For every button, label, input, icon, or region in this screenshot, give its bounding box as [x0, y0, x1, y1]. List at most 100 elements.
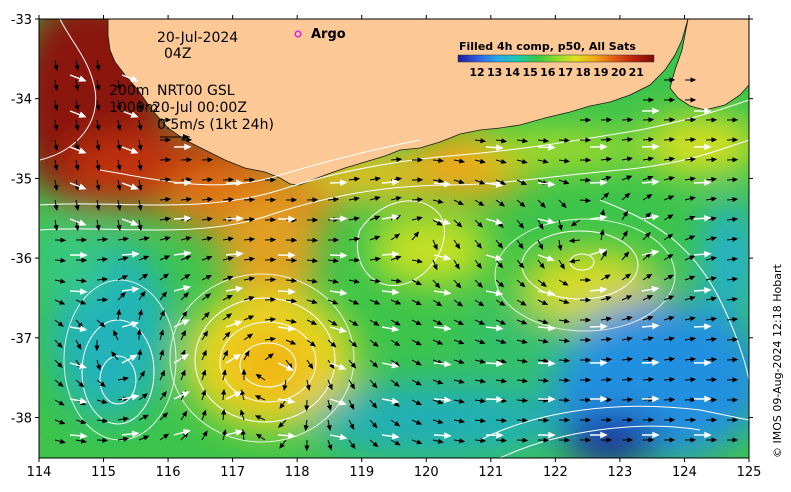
current-arrowhead	[478, 319, 486, 325]
current-arrowhead	[542, 319, 549, 325]
current-arrowhead	[270, 177, 277, 183]
current-arrowhead	[732, 157, 739, 163]
current-arrowhead	[457, 200, 464, 206]
current-arrowhead	[95, 164, 101, 172]
current-arrowhead	[521, 319, 528, 325]
lon-tick-label: 115	[91, 465, 116, 480]
current-arrowhead	[80, 438, 88, 444]
current-arrowhead	[203, 311, 210, 318]
current-arrowhead	[374, 196, 381, 201]
current-arrowhead	[564, 357, 571, 363]
current-arrowhead	[116, 104, 122, 112]
current-arrowhead	[391, 361, 400, 369]
current-arrowhead	[547, 324, 556, 332]
current-arrowhead	[436, 300, 443, 307]
current-arrowhead	[123, 236, 130, 242]
current-arrowhead	[137, 124, 143, 132]
current-arrowhead	[291, 197, 298, 203]
current-arrowhead	[495, 181, 504, 188]
current-arrowhead	[288, 432, 296, 440]
current-arrowhead	[413, 231, 420, 238]
current-arrowhead	[372, 361, 379, 368]
current-arrowhead	[120, 291, 126, 298]
current-arrowhead	[220, 388, 227, 395]
current-arrowhead	[732, 276, 739, 282]
current-arrowhead	[349, 383, 356, 390]
current-arrowhead	[668, 195, 675, 201]
current-arrowhead	[254, 415, 262, 421]
current-arrowhead	[547, 289, 556, 297]
current-arrowhead	[732, 177, 739, 183]
current-arrowhead	[415, 320, 422, 326]
current-arrowhead	[605, 316, 613, 322]
current-arrowhead	[201, 409, 207, 416]
lat-tick-label: -35	[11, 172, 32, 187]
vector-scale-label: 0.5m/s (1kt 24h)	[157, 117, 274, 133]
current-arrowhead	[288, 288, 296, 295]
current-arrowhead	[311, 278, 319, 284]
current-arrowhead	[78, 75, 87, 82]
current-arrowhead	[458, 398, 465, 404]
current-arrowhead	[479, 358, 486, 364]
lon-tick-label: 122	[543, 465, 568, 480]
current-arrowhead	[312, 237, 319, 243]
current-arrowhead	[496, 431, 504, 439]
current-arrowhead	[121, 275, 129, 281]
current-arrowhead	[327, 444, 333, 451]
current-arrowhead	[116, 184, 122, 192]
time-label: 04Z	[164, 46, 191, 62]
current-arrowhead	[417, 157, 424, 163]
current-arrowhead	[600, 179, 608, 186]
current-arrowhead	[495, 218, 504, 225]
current-arrowhead	[455, 282, 462, 289]
current-arrowhead	[497, 262, 504, 269]
current-arrowhead	[704, 431, 712, 439]
current-arrowhead	[415, 419, 423, 425]
current-arrowhead	[81, 237, 88, 243]
colorbar-tick-label: 16	[540, 66, 556, 79]
colorbar-tick-label: 14	[505, 66, 521, 79]
current-arrowhead	[60, 237, 67, 243]
current-arrowhead	[547, 180, 556, 188]
current-arrowhead	[249, 197, 256, 203]
lat-tick-label: -33	[11, 13, 32, 28]
current-arrowhead	[165, 216, 172, 222]
current-arrowhead	[417, 197, 424, 203]
current-arrowhead	[624, 273, 632, 279]
current-arrowhead	[689, 215, 696, 221]
current-arrowhead	[606, 156, 613, 162]
current-arrowhead	[248, 276, 255, 282]
current-arrowhead	[605, 175, 612, 181]
current-arrowhead	[648, 117, 655, 123]
current-arrowhead	[331, 320, 338, 326]
current-arrowhead	[498, 281, 505, 288]
current-arrowhead	[340, 215, 348, 222]
current-arrowhead	[130, 75, 139, 82]
current-arrowhead	[543, 377, 550, 384]
current-arrowhead	[437, 379, 444, 385]
current-arrowhead	[111, 351, 117, 358]
current-arrowhead	[80, 251, 88, 259]
current-arrowhead	[290, 318, 297, 324]
current-arrowhead	[333, 237, 340, 243]
current-arrowhead	[623, 251, 630, 258]
current-arrowhead	[548, 395, 556, 403]
current-arrowhead	[704, 395, 712, 403]
current-arrowhead	[202, 330, 209, 337]
lon-tick-label: 125	[737, 465, 762, 480]
current-arrowhead	[479, 158, 486, 164]
current-arrowhead	[417, 177, 424, 183]
current-arrowhead	[160, 369, 165, 377]
current-arrowhead	[181, 310, 188, 317]
current-arrowhead	[585, 177, 592, 183]
current-arrowhead	[285, 364, 294, 371]
current-arrowhead	[99, 381, 106, 387]
current-arrowhead	[391, 178, 400, 186]
current-arrowhead	[601, 250, 608, 257]
current-arrowhead	[647, 336, 654, 342]
current-arrowhead	[79, 325, 88, 333]
current-arrowhead	[522, 437, 529, 443]
current-arrowhead	[236, 215, 244, 222]
current-arrowhead	[606, 397, 613, 403]
current-arrowhead	[130, 219, 139, 226]
